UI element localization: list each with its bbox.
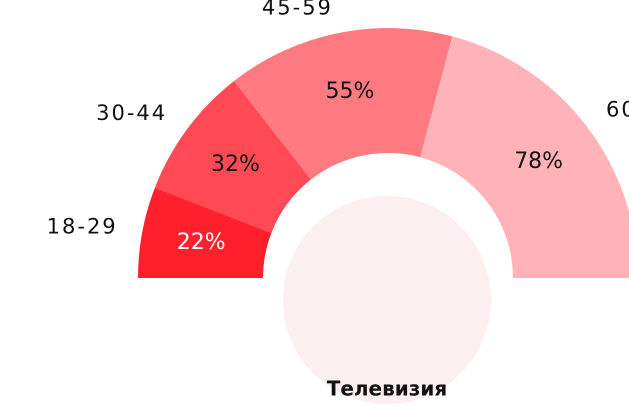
value-label: 78% — [514, 149, 563, 174]
segment — [420, 36, 629, 278]
category-label: 60+ — [606, 97, 629, 121]
segment — [234, 28, 453, 180]
category-label: 45-59 — [262, 0, 333, 20]
segment — [138, 187, 272, 278]
category-label: 30-44 — [96, 101, 167, 125]
category-label: 18-29 — [47, 214, 118, 238]
value-label: 55% — [326, 79, 375, 104]
value-label: 22% — [177, 230, 226, 255]
center-disc — [283, 196, 491, 404]
chart-title: Телевизия — [327, 377, 448, 401]
segment — [154, 81, 312, 233]
value-label: 32% — [211, 152, 260, 177]
